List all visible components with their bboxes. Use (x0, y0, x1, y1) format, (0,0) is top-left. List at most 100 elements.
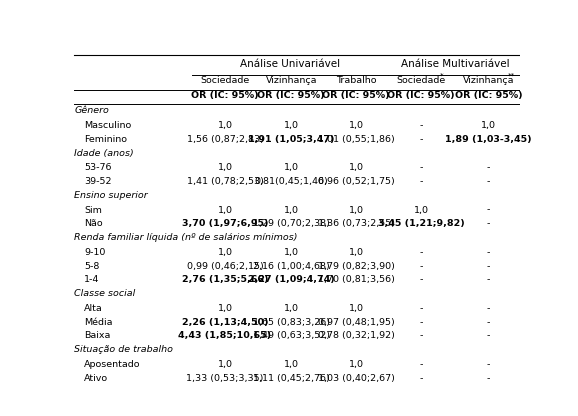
Text: -: - (487, 177, 490, 186)
Text: Análise Multivariável: Análise Multivariável (401, 59, 510, 69)
Text: 2,26 (1,13;4,50): 2,26 (1,13;4,50) (181, 318, 268, 327)
Text: -: - (487, 206, 490, 215)
Text: 1,0: 1,0 (284, 248, 299, 257)
Text: 1,0: 1,0 (217, 121, 232, 130)
Text: 1,0: 1,0 (349, 121, 364, 130)
Text: -: - (420, 275, 423, 285)
Text: Análise Univariável: Análise Univariável (240, 59, 340, 69)
Text: OR (IC: 95%): OR (IC: 95%) (454, 91, 522, 100)
Text: 1,0: 1,0 (284, 163, 299, 172)
Text: OR (IC: 95%): OR (IC: 95%) (257, 91, 325, 100)
Text: 1,0: 1,0 (481, 121, 496, 130)
Text: Ensino superior: Ensino superior (75, 191, 148, 200)
Text: *: * (440, 72, 443, 78)
Text: -: - (420, 262, 423, 271)
Text: Não: Não (84, 219, 103, 228)
Text: 3,45 (1,21;9,82): 3,45 (1,21;9,82) (378, 219, 465, 228)
Text: -: - (487, 248, 490, 257)
Text: Trabalho: Trabalho (336, 76, 376, 85)
Text: -: - (420, 135, 423, 144)
Text: -: - (420, 163, 423, 172)
Text: Feminino: Feminino (84, 135, 127, 144)
Text: Sim: Sim (84, 206, 102, 215)
Text: Classe social: Classe social (75, 289, 136, 298)
Text: -: - (420, 121, 423, 130)
Text: -: - (487, 318, 490, 327)
Text: 1,01 (0,55;1,86): 1,01 (0,55;1,86) (318, 135, 395, 144)
Text: -: - (420, 177, 423, 186)
Text: 1,33 (0,53;3,35): 1,33 (0,53;3,35) (186, 374, 264, 383)
Text: 1,36 (0,73;2,55): 1,36 (0,73;2,55) (318, 219, 395, 228)
Text: -: - (420, 332, 423, 340)
Text: 1,89 (1,03-3,45): 1,89 (1,03-3,45) (445, 135, 532, 144)
Text: -: - (487, 360, 490, 369)
Text: Alta: Alta (84, 304, 103, 313)
Text: 1,03 (0,40;2,67): 1,03 (0,40;2,67) (318, 374, 395, 383)
Text: Gênero: Gênero (75, 106, 109, 115)
Text: Ativo: Ativo (84, 374, 109, 383)
Text: 1,0: 1,0 (217, 248, 232, 257)
Text: 5-8: 5-8 (84, 262, 100, 271)
Text: 1,0: 1,0 (217, 360, 232, 369)
Text: 1,0: 1,0 (414, 206, 429, 215)
Text: 1,0: 1,0 (284, 206, 299, 215)
Text: 1-4: 1-4 (84, 275, 100, 285)
Text: OR (IC: 95%): OR (IC: 95%) (387, 91, 455, 100)
Text: 1,0: 1,0 (349, 360, 364, 369)
Text: Aposentado: Aposentado (84, 360, 141, 369)
Text: -: - (487, 275, 490, 285)
Text: 1,0: 1,0 (349, 206, 364, 215)
Text: 0,81(0,45;1,46): 0,81(0,45;1,46) (254, 177, 328, 186)
Text: -: - (420, 248, 423, 257)
Text: -: - (487, 219, 490, 228)
Text: 1,11 (0,45;2,76): 1,11 (0,45;2,76) (253, 374, 329, 383)
Text: Vizinhança: Vizinhança (462, 76, 514, 85)
Text: 1,70 (0,81;3,56): 1,70 (0,81;3,56) (318, 275, 395, 285)
Text: -: - (487, 163, 490, 172)
Text: Baixa: Baixa (84, 332, 111, 340)
Text: 1,65 (0,83;3,26): 1,65 (0,83;3,26) (253, 318, 330, 327)
Text: 1,0: 1,0 (349, 304, 364, 313)
Text: 0,97 (0,48;1,95): 0,97 (0,48;1,95) (318, 318, 395, 327)
Text: -: - (420, 374, 423, 383)
Text: -: - (487, 332, 490, 340)
Text: 3,70 (1,97;6,95): 3,70 (1,97;6,95) (181, 219, 268, 228)
Text: Vizinhança: Vizinhança (265, 76, 317, 85)
Text: 2,27 (1,09;4,74): 2,27 (1,09;4,74) (248, 275, 335, 285)
Text: Situação de trabalho: Situação de trabalho (75, 345, 173, 354)
Text: 0,99 (0,46;2,15): 0,99 (0,46;2,15) (187, 262, 264, 271)
Text: 0,78 (0,32;1,92): 0,78 (0,32;1,92) (318, 332, 395, 340)
Text: 1,56 (0,87;2,83): 1,56 (0,87;2,83) (187, 135, 264, 144)
Text: -: - (420, 304, 423, 313)
Text: 39-52: 39-52 (84, 177, 112, 186)
Text: 1,0: 1,0 (284, 360, 299, 369)
Text: 1,0: 1,0 (284, 304, 299, 313)
Text: Sociedade: Sociedade (201, 76, 250, 85)
Text: 1,41 (0,78;2,53): 1,41 (0,78;2,53) (187, 177, 264, 186)
Text: 1,0: 1,0 (284, 121, 299, 130)
Text: 1,0: 1,0 (217, 206, 232, 215)
Text: 0,96 (0,52;1,75): 0,96 (0,52;1,75) (318, 177, 395, 186)
Text: OR (IC: 95%): OR (IC: 95%) (191, 91, 259, 100)
Text: 2,16 (1,00;4,68): 2,16 (1,00;4,68) (253, 262, 329, 271)
Text: -: - (487, 262, 490, 271)
Text: -: - (487, 304, 490, 313)
Text: Idade (anos): Idade (anos) (75, 149, 134, 158)
Text: Renda familiar líquida (nº de salários mínimos): Renda familiar líquida (nº de salários m… (75, 233, 298, 242)
Text: 2,76 (1,35;5,66): 2,76 (1,35;5,66) (181, 275, 268, 285)
Text: Sociedade: Sociedade (397, 76, 446, 85)
Text: 1,49 (0,63;3,52): 1,49 (0,63;3,52) (253, 332, 330, 340)
Text: 1,0: 1,0 (349, 248, 364, 257)
Text: **: ** (507, 72, 515, 78)
Text: 1,0: 1,0 (349, 163, 364, 172)
Text: -: - (487, 374, 490, 383)
Text: 1,29 (0,70;2,38): 1,29 (0,70;2,38) (253, 219, 329, 228)
Text: -: - (420, 360, 423, 369)
Text: 9-10: 9-10 (84, 248, 106, 257)
Text: Média: Média (84, 318, 113, 327)
Text: 53-76: 53-76 (84, 163, 112, 172)
Text: -: - (420, 318, 423, 327)
Text: 4,43 (1,85;10,65): 4,43 (1,85;10,65) (179, 332, 272, 340)
Text: 1,0: 1,0 (217, 304, 232, 313)
Text: Masculino: Masculino (84, 121, 132, 130)
